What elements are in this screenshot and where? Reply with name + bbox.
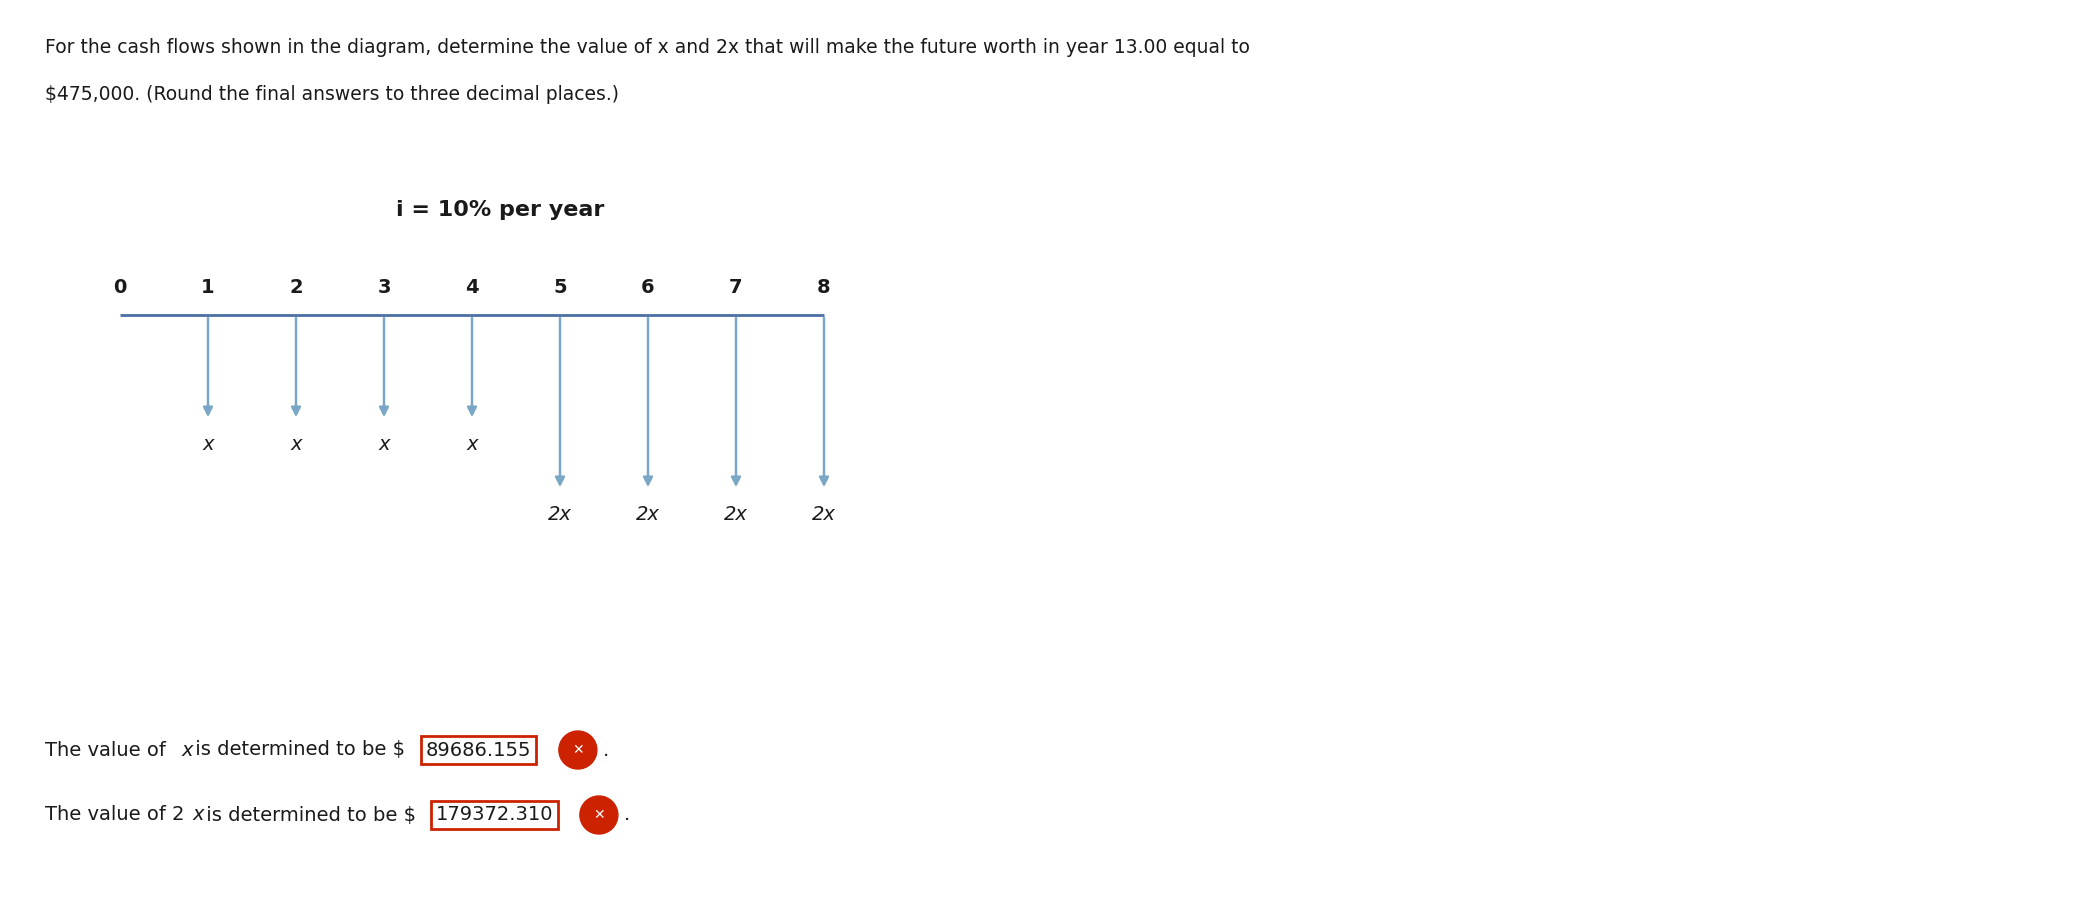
Text: $475,000. (Round the final answers to three decimal places.): $475,000. (Round the final answers to th… — [46, 85, 618, 104]
Text: 2x: 2x — [811, 505, 836, 524]
Text: 2x: 2x — [724, 505, 747, 524]
Text: 89686.155: 89686.155 — [425, 740, 531, 759]
Text: i = 10% per year: i = 10% per year — [396, 200, 604, 220]
Circle shape — [558, 731, 598, 769]
Text: x: x — [181, 740, 193, 759]
Text: 1: 1 — [201, 278, 216, 297]
Text: x: x — [290, 435, 301, 454]
Text: 6: 6 — [641, 278, 656, 297]
Text: 2x: 2x — [548, 505, 573, 524]
Text: .: . — [604, 740, 610, 759]
Text: For the cash flows shown in the diagram, determine the value of x and 2x that wi: For the cash flows shown in the diagram,… — [46, 38, 1249, 57]
Text: 5: 5 — [554, 278, 566, 297]
Text: The value of: The value of — [46, 740, 172, 759]
Text: 0: 0 — [114, 278, 127, 297]
Text: 3: 3 — [378, 278, 390, 297]
Text: x: x — [193, 805, 203, 824]
Text: 8: 8 — [818, 278, 830, 297]
Text: ✕: ✕ — [593, 808, 604, 822]
Text: x: x — [467, 435, 477, 454]
Text: is determined to be $: is determined to be $ — [189, 740, 405, 759]
Text: ✕: ✕ — [573, 743, 583, 757]
Text: 4: 4 — [465, 278, 479, 297]
Text: x: x — [201, 435, 214, 454]
Text: 2: 2 — [288, 278, 303, 297]
Text: 2x: 2x — [637, 505, 660, 524]
Text: is determined to be $: is determined to be $ — [199, 805, 415, 824]
Text: x: x — [378, 435, 390, 454]
Text: 7: 7 — [728, 278, 743, 297]
Circle shape — [579, 796, 618, 834]
Text: .: . — [625, 805, 631, 824]
Text: 179372.310: 179372.310 — [436, 805, 554, 824]
Text: The value of 2: The value of 2 — [46, 805, 185, 824]
